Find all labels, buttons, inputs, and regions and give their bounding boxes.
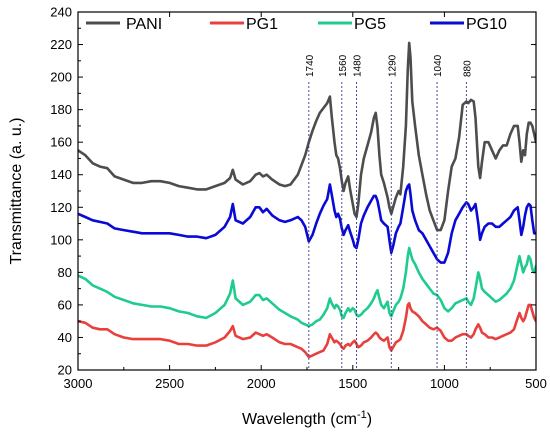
series-line-pg1 — [78, 302, 536, 359]
annotation-label-1560: 1560 — [338, 54, 349, 77]
annotation-label-1740: 1740 — [305, 54, 316, 77]
y-tick-label-180: 180 — [50, 102, 72, 117]
x-tick-label-2000: 2000 — [247, 376, 276, 391]
y-axis-title: Transmittance (a. u.) — [8, 117, 25, 264]
annotation-label-1040: 1040 — [433, 54, 444, 77]
x-axis-title-tail: ) — [367, 411, 372, 428]
x-tick-label-1000: 1000 — [430, 376, 459, 391]
series-layer — [78, 41, 536, 359]
annotation-layer: 1740 1560 1480 1290 1040 880 — [305, 54, 473, 370]
y-tick-label-60: 60 — [58, 297, 72, 312]
legend-label-pg10: PG10 — [466, 16, 507, 33]
tick-layer: 3000 2500 2000 1500 1000 500 20 40 60 80 100 120 140… — [50, 5, 547, 392]
annotation-label-880: 880 — [462, 60, 473, 77]
x-axis-title-sup: -1 — [357, 409, 367, 421]
series-line-pg5 — [78, 246, 536, 328]
annotation-label-1290: 1290 — [387, 54, 398, 77]
legend-label-pani: PANI — [126, 16, 162, 33]
x-tick-label-2500: 2500 — [155, 376, 184, 391]
y-tick-label-40: 40 — [58, 330, 72, 345]
y-tick-label-100: 100 — [50, 232, 72, 247]
legend-label-pg1: PG1 — [246, 16, 278, 33]
x-tick-label-3000: 3000 — [64, 376, 93, 391]
y-tick-label-80: 80 — [58, 265, 72, 280]
annotation-label-1480: 1480 — [352, 54, 363, 77]
x-tick-label-500: 500 — [525, 376, 547, 391]
y-tick-label-200: 200 — [50, 70, 72, 85]
y-tick-label-240: 240 — [50, 5, 72, 20]
y-tick-label-220: 220 — [50, 37, 72, 52]
legend-label-pg5: PG5 — [354, 16, 386, 33]
series-line-pani — [78, 41, 536, 232]
y-tick-label-120: 120 — [50, 200, 72, 215]
legend: PANI PG1 PG5 PG10 — [86, 16, 507, 33]
y-tick-label-160: 160 — [50, 135, 72, 150]
series-line-pg10 — [78, 183, 536, 264]
x-tick-label-1500: 1500 — [338, 376, 367, 391]
y-tick-label-20: 20 — [58, 363, 72, 378]
x-axis-title-main: Wavelength (cm — [242, 411, 357, 428]
x-axis-title: Wavelength (cm-1) — [242, 409, 372, 428]
y-tick-label-140: 140 — [50, 167, 72, 182]
